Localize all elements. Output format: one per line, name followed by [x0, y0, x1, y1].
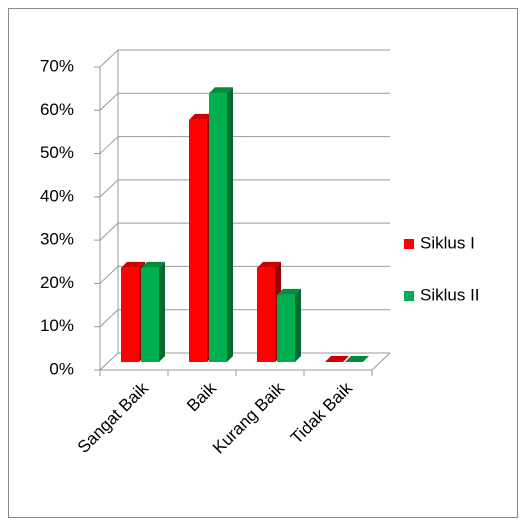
bar: [345, 356, 369, 362]
bar-face: [277, 288, 301, 295]
grid-line: [99, 179, 390, 198]
bar: [209, 87, 233, 362]
bar: [141, 261, 165, 362]
bar-face: [121, 261, 145, 268]
bar-face: [189, 113, 213, 120]
bar-face: [141, 267, 159, 362]
legend-label: Siklus II: [420, 285, 480, 304]
grid-line: [99, 265, 390, 284]
bar-face: [209, 93, 227, 362]
grid-line: [99, 136, 390, 154]
y-tick-label: 50%: [40, 143, 74, 162]
bar-face: [257, 267, 275, 362]
floor-edge: [371, 352, 391, 371]
y-tick-label: 20%: [40, 273, 74, 292]
bar-face: [325, 356, 349, 362]
grid-line: [99, 222, 390, 241]
y-tick-label: 10%: [40, 316, 74, 335]
bar-face: [257, 261, 281, 268]
bar-face: [159, 261, 165, 362]
bar-face: [121, 267, 139, 362]
bar-face: [345, 356, 369, 362]
legend-swatch: [404, 291, 414, 301]
grid-line: [99, 49, 390, 68]
grid-line: [99, 92, 390, 111]
bar-face: [189, 119, 207, 362]
bar-face: [141, 261, 165, 268]
legend-swatch: [404, 239, 414, 249]
y-tick-label: 30%: [40, 230, 74, 249]
bar: [325, 356, 349, 362]
y-tick-label: 70%: [40, 56, 74, 75]
y-tick-label: 60%: [40, 100, 74, 119]
legend-label: Siklus I: [420, 233, 475, 252]
bar-face: [295, 288, 301, 362]
bar-face: [277, 294, 295, 362]
y-tick-label: 40%: [40, 186, 74, 205]
bar-face: [227, 87, 233, 362]
bar-face: [209, 87, 233, 94]
y-tick-label: 0%: [49, 359, 74, 378]
bar: [277, 288, 301, 362]
